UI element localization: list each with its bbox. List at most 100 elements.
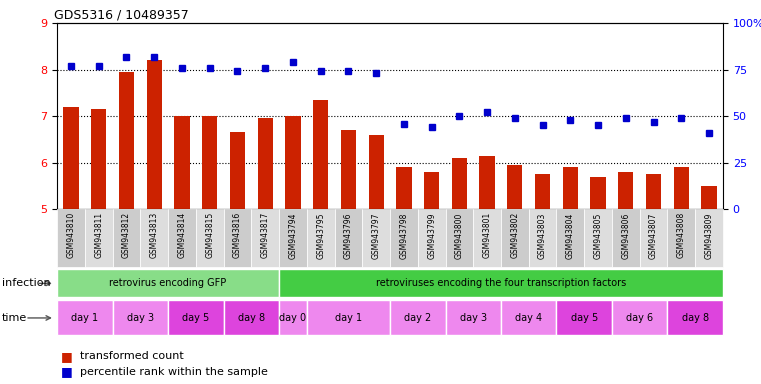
Text: GSM943812: GSM943812 bbox=[122, 212, 131, 258]
Text: GSM943799: GSM943799 bbox=[427, 212, 436, 259]
Bar bbox=[445, 209, 473, 267]
Text: day 8: day 8 bbox=[682, 313, 708, 323]
Bar bbox=[257, 119, 272, 209]
Bar bbox=[63, 107, 78, 209]
Bar bbox=[418, 23, 445, 209]
Bar bbox=[646, 174, 661, 209]
Bar bbox=[57, 209, 84, 267]
Text: day 0: day 0 bbox=[279, 313, 307, 323]
Bar bbox=[501, 23, 529, 209]
Text: GSM943795: GSM943795 bbox=[316, 212, 325, 259]
Text: GSM943815: GSM943815 bbox=[205, 212, 214, 258]
Bar bbox=[279, 270, 723, 297]
Text: GSM943808: GSM943808 bbox=[677, 212, 686, 258]
Bar bbox=[113, 23, 140, 209]
Text: retrovirus encoding GFP: retrovirus encoding GFP bbox=[110, 278, 227, 288]
Bar bbox=[640, 23, 667, 209]
Bar bbox=[174, 116, 189, 209]
Bar bbox=[251, 23, 279, 209]
Bar bbox=[562, 167, 578, 209]
Bar bbox=[113, 300, 168, 335]
Bar bbox=[473, 209, 501, 267]
Bar bbox=[501, 209, 529, 267]
Text: GSM943807: GSM943807 bbox=[649, 212, 658, 258]
Bar bbox=[591, 177, 606, 209]
Bar bbox=[612, 300, 667, 335]
Text: day 3: day 3 bbox=[127, 313, 154, 323]
Bar bbox=[618, 172, 633, 209]
Text: day 3: day 3 bbox=[460, 313, 487, 323]
Bar bbox=[473, 23, 501, 209]
Bar bbox=[612, 23, 640, 209]
Bar bbox=[313, 100, 328, 209]
Text: transformed count: transformed count bbox=[80, 351, 183, 361]
Text: GSM943804: GSM943804 bbox=[566, 212, 575, 258]
Bar bbox=[196, 23, 224, 209]
Bar bbox=[362, 23, 390, 209]
Bar bbox=[168, 23, 196, 209]
Bar bbox=[424, 172, 439, 209]
Bar bbox=[390, 23, 418, 209]
Bar bbox=[390, 209, 418, 267]
Bar bbox=[84, 209, 113, 267]
Bar bbox=[696, 209, 723, 267]
Text: day 1: day 1 bbox=[335, 313, 362, 323]
Bar bbox=[696, 23, 723, 209]
Text: GSM943810: GSM943810 bbox=[66, 212, 75, 258]
Text: ■: ■ bbox=[61, 365, 72, 378]
Text: GSM943802: GSM943802 bbox=[511, 212, 519, 258]
Bar bbox=[196, 209, 224, 267]
Text: infection: infection bbox=[2, 278, 50, 288]
Text: day 6: day 6 bbox=[626, 313, 653, 323]
Bar bbox=[612, 209, 640, 267]
Bar bbox=[479, 156, 495, 209]
Bar bbox=[285, 116, 301, 209]
Bar bbox=[452, 158, 467, 209]
Text: day 5: day 5 bbox=[182, 313, 209, 323]
Text: GSM943814: GSM943814 bbox=[177, 212, 186, 258]
Bar bbox=[529, 209, 556, 267]
Text: GSM943809: GSM943809 bbox=[705, 212, 714, 258]
Text: GSM943801: GSM943801 bbox=[482, 212, 492, 258]
Text: GSM943798: GSM943798 bbox=[400, 212, 409, 258]
Bar bbox=[224, 23, 251, 209]
Text: ■: ■ bbox=[61, 350, 72, 363]
Bar bbox=[335, 209, 362, 267]
Text: GDS5316 / 10489357: GDS5316 / 10489357 bbox=[54, 9, 189, 22]
Bar bbox=[445, 300, 501, 335]
Bar bbox=[556, 209, 584, 267]
Bar bbox=[445, 23, 473, 209]
Bar bbox=[341, 130, 356, 209]
Bar bbox=[390, 300, 445, 335]
Text: GSM943803: GSM943803 bbox=[538, 212, 547, 258]
Bar bbox=[140, 23, 168, 209]
Text: GSM943797: GSM943797 bbox=[371, 212, 380, 259]
Bar bbox=[140, 209, 168, 267]
Bar bbox=[335, 23, 362, 209]
Bar bbox=[307, 23, 335, 209]
Text: day 8: day 8 bbox=[237, 313, 265, 323]
Bar bbox=[640, 209, 667, 267]
Bar bbox=[57, 270, 279, 297]
Text: day 5: day 5 bbox=[571, 313, 598, 323]
Bar bbox=[673, 167, 689, 209]
Bar bbox=[535, 174, 550, 209]
Bar bbox=[230, 132, 245, 209]
Bar bbox=[147, 60, 162, 209]
Bar bbox=[251, 209, 279, 267]
Bar bbox=[556, 23, 584, 209]
Bar bbox=[279, 23, 307, 209]
Text: GSM943800: GSM943800 bbox=[455, 212, 464, 258]
Bar bbox=[279, 209, 307, 267]
Bar bbox=[396, 167, 412, 209]
Text: GSM943805: GSM943805 bbox=[594, 212, 603, 258]
Bar bbox=[224, 209, 251, 267]
Bar bbox=[113, 209, 140, 267]
Bar bbox=[501, 300, 556, 335]
Bar bbox=[508, 165, 523, 209]
Text: GSM943811: GSM943811 bbox=[94, 212, 103, 258]
Text: GSM943817: GSM943817 bbox=[261, 212, 269, 258]
Text: day 4: day 4 bbox=[515, 313, 543, 323]
Bar bbox=[57, 300, 113, 335]
Bar bbox=[702, 186, 717, 209]
